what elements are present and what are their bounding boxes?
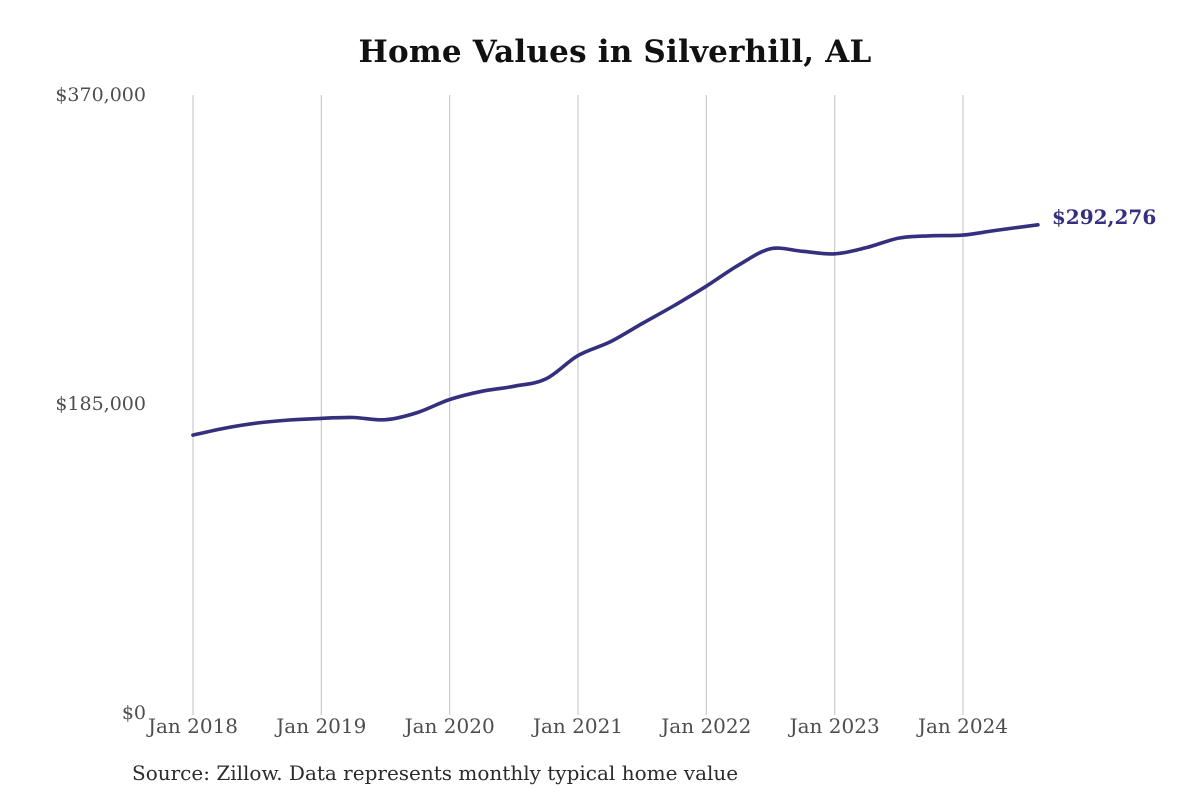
- y-axis-tick-label: $185,000: [55, 393, 146, 415]
- source-note: Source: Zillow. Data represents monthly …: [132, 761, 739, 785]
- x-axis-tick-label: Jan 2018: [147, 714, 239, 738]
- x-axis-tick-label: Jan 2019: [276, 714, 367, 738]
- chart-title: Home Values in Silverhill, AL: [358, 34, 872, 70]
- price-line: [191, 223, 1040, 437]
- y-axis-tick-label: $370,000: [55, 84, 146, 106]
- x-axis-tick-label: Jan 2023: [789, 714, 880, 738]
- x-axis-tick-label: Jan 2021: [532, 714, 624, 738]
- x-axis-tick-label: Jan 2024: [917, 714, 1009, 738]
- x-axis-tick-label: Jan 2022: [661, 714, 752, 738]
- x-axis-tick-label: Jan 2020: [404, 714, 495, 738]
- y-axis-tick-label: $0: [121, 702, 146, 724]
- end-value-label: $292,276: [1051, 204, 1157, 229]
